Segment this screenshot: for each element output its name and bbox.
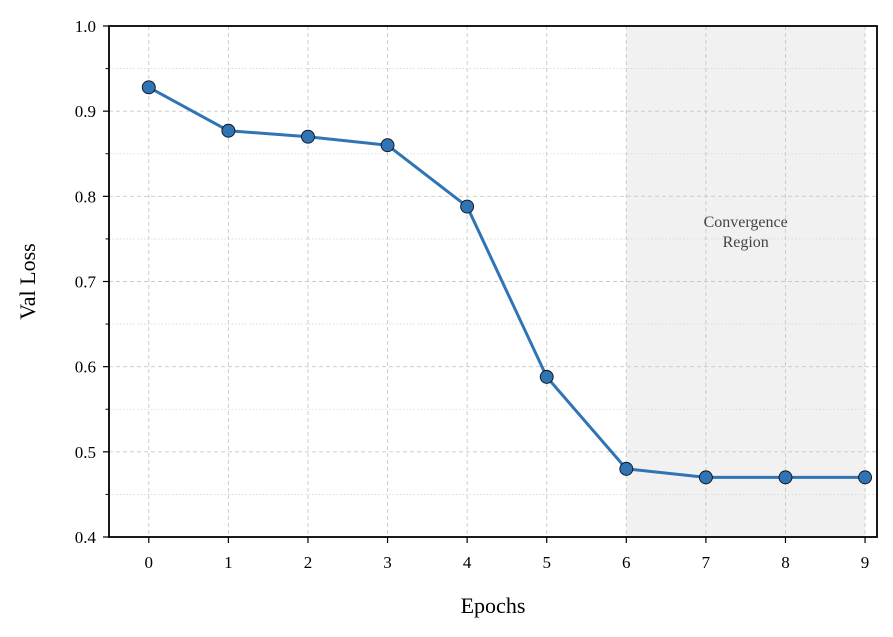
- x-axis-title: Epochs: [461, 593, 526, 618]
- data-point: [698, 470, 713, 485]
- x-tick-label: 7: [702, 553, 711, 572]
- x-tick-label: 5: [542, 553, 551, 572]
- series-line: [147, 85, 867, 479]
- y-tick-label: 0.7: [75, 273, 97, 292]
- data-point: [141, 80, 156, 95]
- x-tick-label: 8: [781, 553, 790, 572]
- y-tick-label: 1.0: [75, 17, 96, 36]
- data-point: [221, 123, 236, 138]
- x-tick-label: 2: [304, 553, 313, 572]
- data-point: [858, 470, 873, 485]
- data-point: [460, 199, 475, 214]
- y-axis-title: Val Loss: [15, 243, 40, 319]
- y-tick-label: 0.9: [75, 102, 96, 121]
- y-tick-label: 0.8: [75, 187, 96, 206]
- data-point: [380, 138, 395, 153]
- x-tick-label: 3: [383, 553, 392, 572]
- x-tick-label: 6: [622, 553, 631, 572]
- annotation-layer: Convergence Region: [704, 214, 788, 251]
- series-layer: [141, 80, 873, 485]
- data-point: [619, 461, 634, 476]
- y-tick-label: 0.6: [75, 358, 96, 377]
- data-point: [539, 369, 554, 384]
- x-tick-label: 0: [145, 553, 154, 572]
- region-label-line2: Region: [723, 234, 769, 251]
- x-tick-label: 4: [463, 553, 472, 572]
- x-tick-label: 1: [224, 553, 233, 572]
- data-point: [778, 470, 793, 485]
- ticks-layer: 0 1 2 3 4 5 6 7 8 9 0.4 0.5 0.6 0.7 0.8 0.9 1.0: [75, 17, 870, 572]
- y-tick-label: 0.5: [75, 443, 96, 462]
- y-tick-label: 0.4: [75, 528, 97, 547]
- region-label-line1: Convergence: [704, 214, 788, 231]
- x-tick-label: 9: [861, 553, 870, 572]
- data-point: [301, 129, 315, 144]
